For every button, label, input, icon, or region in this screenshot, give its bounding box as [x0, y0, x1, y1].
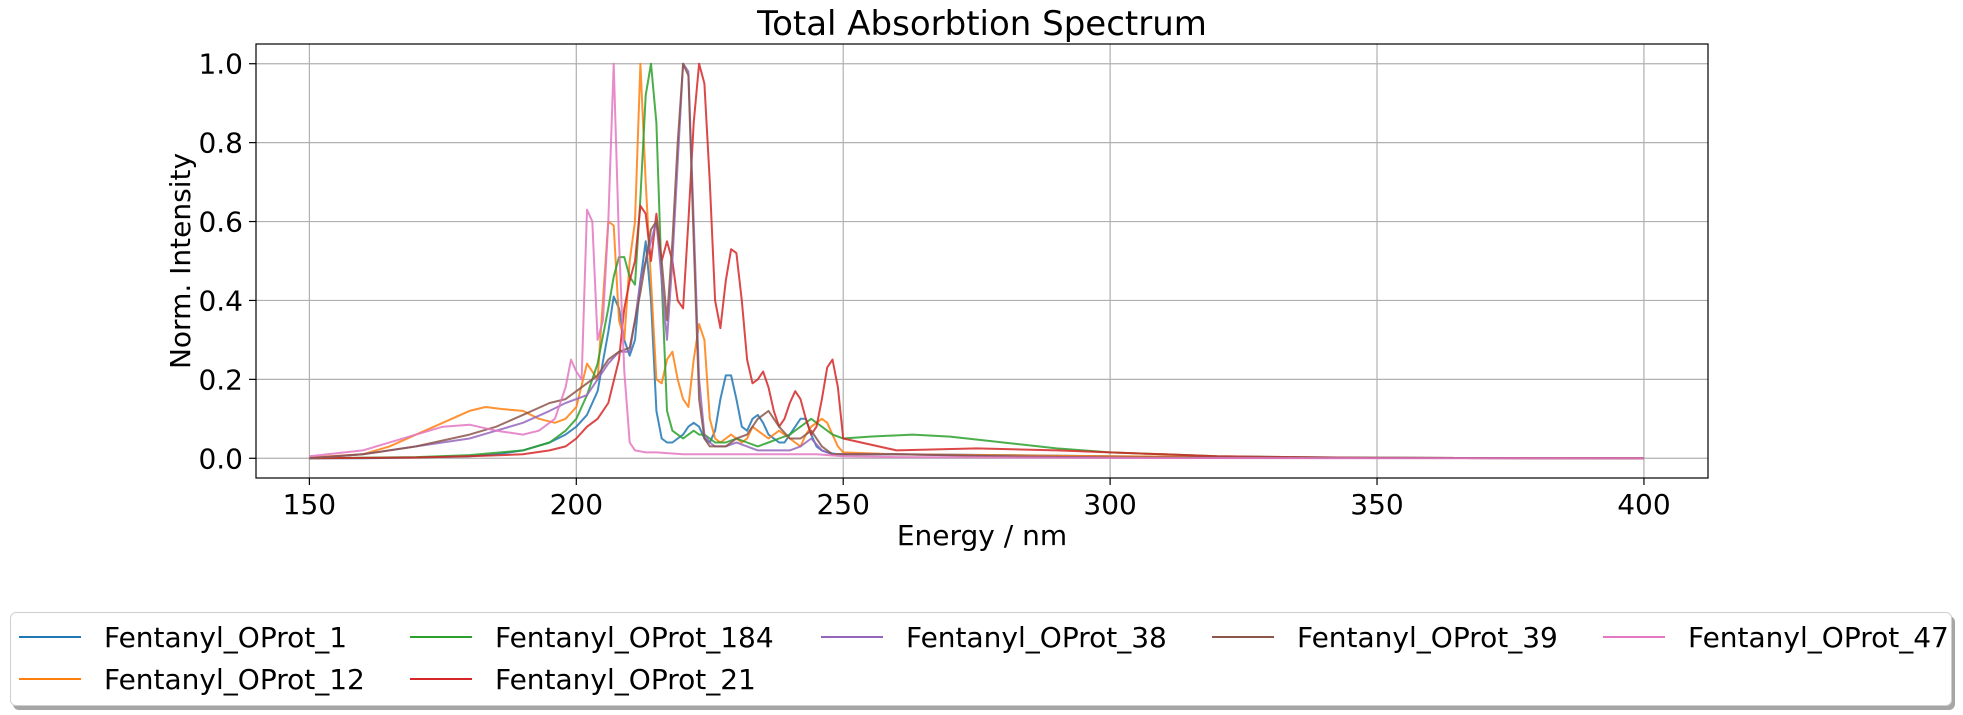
- legend-swatch: [1603, 636, 1665, 638]
- legend-swatch: [410, 678, 472, 680]
- series-line-2: [309, 62, 1644, 460]
- chart-title: Total Absorbtion Spectrum: [756, 4, 1207, 44]
- legend-label: Fentanyl_OProt_1: [104, 620, 348, 654]
- y-tick-label: 0.6: [198, 206, 243, 239]
- legend-swatch: [821, 636, 883, 638]
- series-line-6: [309, 62, 1644, 460]
- grid: [256, 44, 1708, 478]
- legend-swatch: [410, 636, 472, 638]
- legend-item: Fentanyl_OProt_47: [1603, 617, 1949, 657]
- legend-label: Fentanyl_OProt_12: [104, 662, 365, 696]
- y-tick-label: 0.2: [198, 363, 243, 396]
- y-tick-label: 0.8: [198, 127, 243, 160]
- x-tick-label: 150: [283, 488, 336, 521]
- series-line-3: [309, 62, 1644, 460]
- series-line-4: [309, 62, 1644, 460]
- legend-label: Fentanyl_OProt_184: [495, 620, 774, 654]
- y-tick-label: 0.0: [198, 442, 243, 475]
- x-axis-label: Energy / nm: [897, 519, 1067, 552]
- series-line-7: [309, 62, 1644, 460]
- legend-label: Fentanyl_OProt_39: [1297, 620, 1558, 654]
- legend-item: Fentanyl_OProt_184: [410, 617, 774, 657]
- x-tick-label: 250: [816, 488, 869, 521]
- axis-ticks: 150 200 250 300 350 400 0.0 0.2 0.4 0.6 0.8 1.0: [198, 48, 1670, 521]
- chart: Total Absorbtion Spectrum 150 200 250 300 35…: [164, 4, 1709, 552]
- series-line-5: [309, 62, 1644, 460]
- legend-swatch: [19, 678, 81, 680]
- legend-item: Fentanyl_OProt_1: [19, 617, 347, 657]
- plot-frame: [255, 43, 1709, 479]
- x-tick-label: 200: [550, 488, 603, 521]
- x-tick-label: 400: [1617, 488, 1670, 521]
- legend-item: Fentanyl_OProt_21: [410, 659, 756, 699]
- y-axis-label: Norm. Intensity: [164, 153, 197, 369]
- series-lines: [309, 62, 1644, 460]
- legend-label: Fentanyl_OProt_38: [906, 620, 1167, 654]
- y-tick-label: 0.4: [198, 284, 243, 317]
- legend-item: Fentanyl_OProt_12: [19, 659, 365, 699]
- y-tick-label: 1.0: [198, 48, 243, 81]
- x-tick-label: 300: [1083, 488, 1136, 521]
- legend-item: Fentanyl_OProt_38: [821, 617, 1167, 657]
- legend-label: Fentanyl_OProt_47: [1688, 620, 1949, 654]
- legend: Fentanyl_OProt_1 Fentanyl_OProt_12 Fenta…: [10, 612, 1952, 706]
- x-tick-label: 350: [1350, 488, 1403, 521]
- legend-swatch: [1212, 636, 1274, 638]
- legend-swatch: [19, 636, 81, 638]
- legend-label: Fentanyl_OProt_21: [495, 662, 756, 696]
- legend-item: Fentanyl_OProt_39: [1212, 617, 1558, 657]
